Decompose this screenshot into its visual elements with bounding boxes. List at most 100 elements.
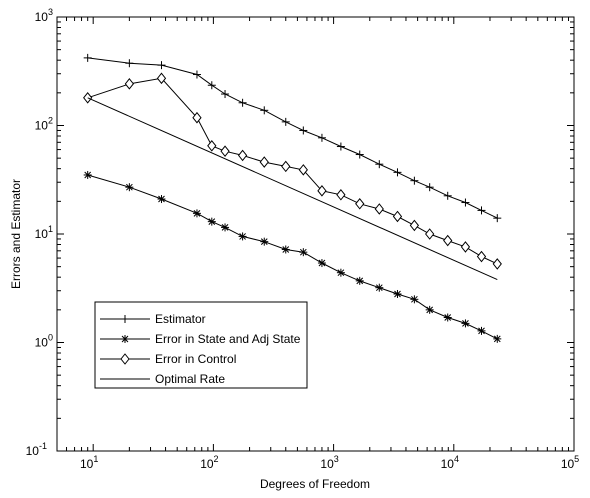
data-point-diamond bbox=[259, 156, 269, 168]
data-point-diamond bbox=[374, 203, 384, 215]
data-point-diamond bbox=[392, 210, 403, 223]
legend-marker bbox=[121, 315, 129, 323]
data-point-diamond bbox=[298, 164, 308, 176]
data-point-diamond bbox=[220, 145, 230, 157]
y-tick-label-base: 10 bbox=[35, 227, 49, 241]
data-point-plus bbox=[83, 53, 92, 62]
series-1 bbox=[83, 170, 502, 343]
legend-marker bbox=[120, 353, 130, 365]
y-tick-label-base: 10 bbox=[26, 444, 40, 458]
y-axis-label: Errors and Estimator bbox=[9, 179, 23, 289]
data-point-plus bbox=[410, 176, 419, 185]
data-point-diamond bbox=[281, 160, 291, 173]
series-layer bbox=[83, 53, 502, 343]
data-point-diamond bbox=[355, 197, 365, 210]
y-tick-label: 103 bbox=[35, 7, 53, 24]
data-point-diamond bbox=[492, 258, 502, 270]
legend-label: Optimal Rate bbox=[155, 372, 225, 386]
data-point-asterisk bbox=[443, 313, 452, 322]
data-point-asterisk bbox=[461, 319, 470, 328]
y-tick-label-base: 10 bbox=[35, 10, 49, 24]
series-0 bbox=[83, 53, 502, 223]
data-point-diamond bbox=[317, 185, 327, 197]
data-point-plus bbox=[299, 126, 308, 135]
data-point-asterisk bbox=[157, 195, 166, 204]
data-point-plus bbox=[238, 98, 247, 107]
data-point-asterisk bbox=[238, 232, 247, 241]
y-tick-label: 102 bbox=[35, 116, 53, 133]
data-point-asterisk bbox=[221, 223, 230, 232]
data-point-asterisk bbox=[410, 295, 419, 304]
legend-label: Error in Control bbox=[155, 352, 236, 366]
y-tick-label-exponent: 1 bbox=[48, 224, 53, 234]
data-point-asterisk bbox=[375, 283, 384, 292]
data-point-plus bbox=[393, 168, 402, 177]
data-point-asterisk bbox=[477, 326, 486, 335]
x-tick-label-exponent: 5 bbox=[574, 454, 579, 464]
data-point-plus bbox=[375, 160, 384, 169]
x-tick-label-base: 10 bbox=[320, 457, 334, 471]
y-tick-label-base: 10 bbox=[35, 119, 49, 133]
series-line bbox=[87, 97, 498, 281]
legend-box bbox=[94, 301, 308, 389]
data-point-asterisk bbox=[336, 268, 345, 277]
y-tick-label-exponent: 2 bbox=[48, 116, 53, 126]
data-point-plus bbox=[477, 206, 486, 215]
data-point-diamond bbox=[83, 92, 93, 104]
x-tick-label-base: 10 bbox=[80, 457, 94, 471]
data-point-plus bbox=[207, 81, 216, 90]
x-tick-label-base: 10 bbox=[561, 457, 575, 471]
x-tick-label: 104 bbox=[441, 454, 459, 471]
data-point-asterisk bbox=[393, 289, 402, 298]
y-tick-label-exponent: 3 bbox=[48, 7, 53, 17]
data-point-asterisk bbox=[425, 305, 434, 314]
data-point-diamond bbox=[207, 139, 217, 152]
y-tick-label-base: 10 bbox=[35, 336, 49, 350]
x-tick-label: 105 bbox=[561, 454, 579, 471]
legend-label: Estimator bbox=[155, 312, 206, 326]
data-point-asterisk bbox=[83, 170, 92, 179]
data-point-asterisk bbox=[493, 334, 502, 343]
y-tick-label-exponent: 0 bbox=[48, 333, 53, 343]
data-point-diamond bbox=[425, 228, 435, 240]
x-tick-label-exponent: 3 bbox=[334, 454, 339, 464]
data-point-asterisk bbox=[355, 276, 364, 285]
data-point-plus bbox=[355, 150, 364, 159]
x-tick-label: 102 bbox=[200, 454, 218, 471]
data-point-diamond bbox=[237, 149, 248, 162]
y-tick-label-exponent: -1 bbox=[39, 441, 47, 451]
legend-marker bbox=[121, 335, 129, 343]
data-point-diamond bbox=[443, 234, 453, 247]
data-point-asterisk bbox=[207, 217, 216, 226]
data-point-plus bbox=[493, 214, 502, 223]
x-tick-label-exponent: 2 bbox=[214, 454, 219, 464]
y-tick-label: 10-1 bbox=[26, 441, 47, 458]
data-point-asterisk bbox=[299, 248, 308, 257]
data-point-asterisk bbox=[192, 209, 201, 218]
data-point-plus bbox=[425, 183, 434, 192]
data-point-diamond bbox=[460, 241, 471, 253]
data-point-plus bbox=[221, 90, 230, 99]
data-point-asterisk bbox=[317, 259, 326, 268]
data-point-diamond bbox=[476, 250, 487, 263]
x-tick-label-exponent: 4 bbox=[454, 454, 459, 464]
x-tick-label: 101 bbox=[80, 454, 98, 471]
data-point-diamond bbox=[409, 219, 420, 232]
data-point-plus bbox=[192, 70, 201, 79]
data-point-plus bbox=[336, 142, 345, 151]
x-tick-label-base: 10 bbox=[200, 457, 214, 471]
y-tick-label: 100 bbox=[35, 333, 53, 350]
data-point-plus bbox=[260, 106, 269, 115]
data-point-plus bbox=[281, 117, 290, 126]
data-point-diamond bbox=[124, 78, 135, 90]
legend-label: Error in State and Adj State bbox=[155, 332, 301, 346]
data-point-plus bbox=[461, 198, 470, 207]
data-point-diamond bbox=[156, 72, 167, 85]
x-tick-label-exponent: 1 bbox=[93, 454, 98, 464]
data-point-asterisk bbox=[260, 237, 269, 246]
data-point-plus bbox=[125, 59, 134, 68]
data-point-asterisk bbox=[281, 245, 290, 254]
